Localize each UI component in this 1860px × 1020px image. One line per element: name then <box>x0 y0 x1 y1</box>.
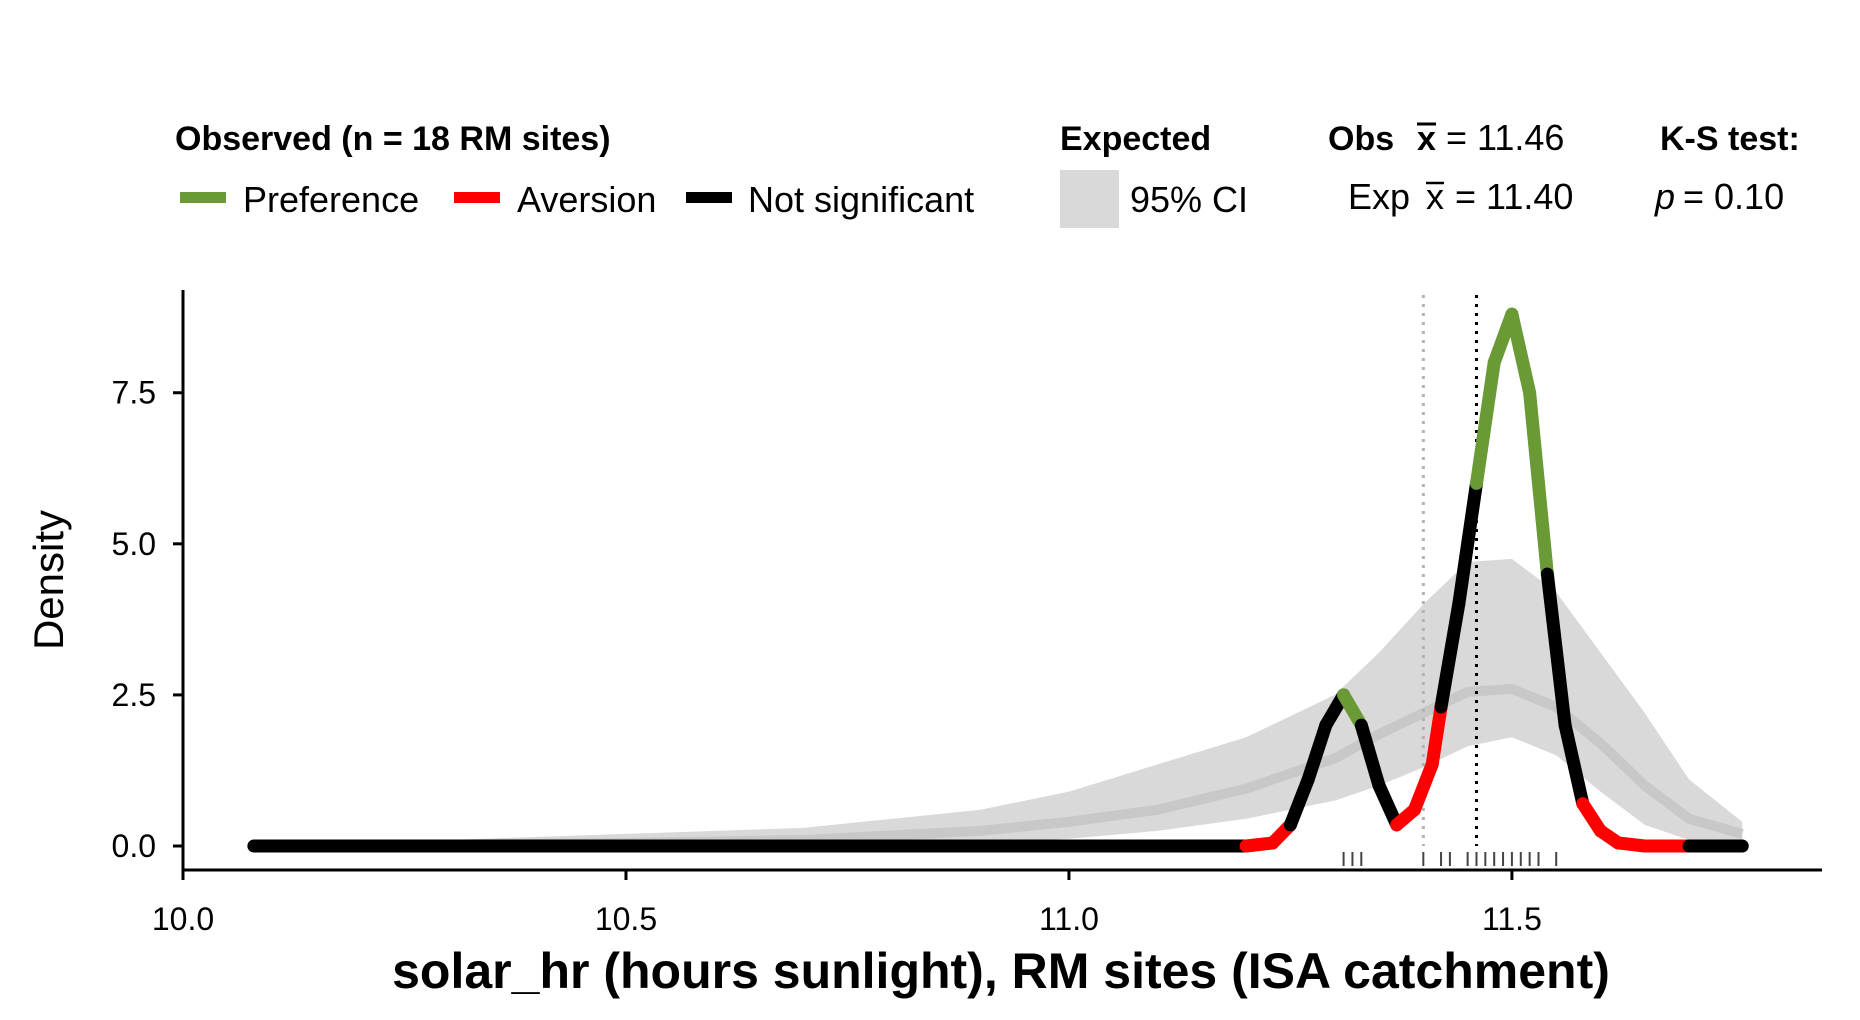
observed-density-layer <box>247 307 1749 853</box>
x-tick-label: 11.0 <box>1039 901 1099 937</box>
rug-layer <box>1342 852 1558 866</box>
observed-density-segment-aversion <box>1407 757 1439 817</box>
ks-p-symbol: p <box>1654 176 1675 217</box>
legend-observed-title: Observed (n = 18 RM sites) <box>175 120 611 158</box>
legend-aversion-swatch <box>454 192 500 203</box>
legend-means: Obs x = 11.46 Exp x = 11.40 <box>1328 117 1573 217</box>
observed-density-segment-preference <box>1469 356 1501 490</box>
observed-density-segment-ns <box>1301 718 1333 787</box>
y-tick-label: 5.0 <box>112 526 156 562</box>
legend-ci-swatch <box>1060 170 1119 228</box>
exp-mean-xbar: x <box>1426 176 1444 217</box>
x-tick-label: 10.0 <box>152 901 214 937</box>
legend-expected-title: Expected <box>1060 120 1211 158</box>
legend-preference-swatch <box>180 192 226 203</box>
obs-mean-prefix: Obs <box>1328 120 1394 158</box>
observed-density-segment-ns <box>1354 718 1386 793</box>
exp-mean-prefix: Exp <box>1348 176 1410 217</box>
axes <box>181 290 1822 872</box>
expected-ci-band <box>253 558 1743 846</box>
legend-not-significant-swatch <box>686 192 732 203</box>
obs-mean-xbar: x <box>1417 120 1436 158</box>
y-tick-label: 7.5 <box>112 375 156 411</box>
x-axis-title: solar_hr (hours sunlight), RM sites (ISA… <box>392 943 1610 999</box>
y-ticks: 0.0 2.5 5.0 7.5 <box>112 375 183 864</box>
legend-preference-label: Preference <box>243 179 419 220</box>
legend-aversion-label: Aversion <box>517 179 656 220</box>
y-tick-label: 0.0 <box>112 828 156 864</box>
exp-mean-value: = 11.40 <box>1455 176 1573 217</box>
ks-p-value: = 0.10 <box>1683 176 1784 217</box>
observed-density-segment-preference <box>1505 307 1537 400</box>
y-axis-title: Density <box>25 510 72 650</box>
x-tick-label: 11.5 <box>1482 901 1542 937</box>
mean-lines-layer <box>1421 295 1478 846</box>
legend-expected: Expected 95% CI <box>1060 120 1248 228</box>
observed-density-segment-ns <box>1452 476 1483 611</box>
observed-density-segment-ns <box>1372 779 1404 832</box>
ks-test-title: K-S test: <box>1660 120 1800 158</box>
observed-density-segment-ns <box>1434 597 1466 714</box>
observed-density-segment-ns <box>1540 567 1572 732</box>
observed-density-segment-preference <box>1523 386 1554 581</box>
observed-density-segment-ns <box>1283 773 1315 832</box>
x-tick-label: 10.5 <box>595 901 657 937</box>
observed-density-segment-ns <box>1558 718 1590 811</box>
x-ticks: 10.0 10.5 11.0 11.5 <box>152 870 1542 937</box>
legend-ci-label: 95% CI <box>1130 179 1248 220</box>
legend-not-significant-label: Not significant <box>748 179 974 220</box>
observed-density-segment-aversion <box>1425 700 1448 771</box>
legend-ks-test: K-S test: p = 0.10 <box>1654 120 1800 217</box>
legend-observed: Observed (n = 18 RM sites) Preference Av… <box>175 120 974 220</box>
expected-ci-band-layer <box>253 558 1743 846</box>
y-tick-label: 2.5 <box>112 677 156 713</box>
obs-mean-value: = 11.46 <box>1446 117 1564 158</box>
